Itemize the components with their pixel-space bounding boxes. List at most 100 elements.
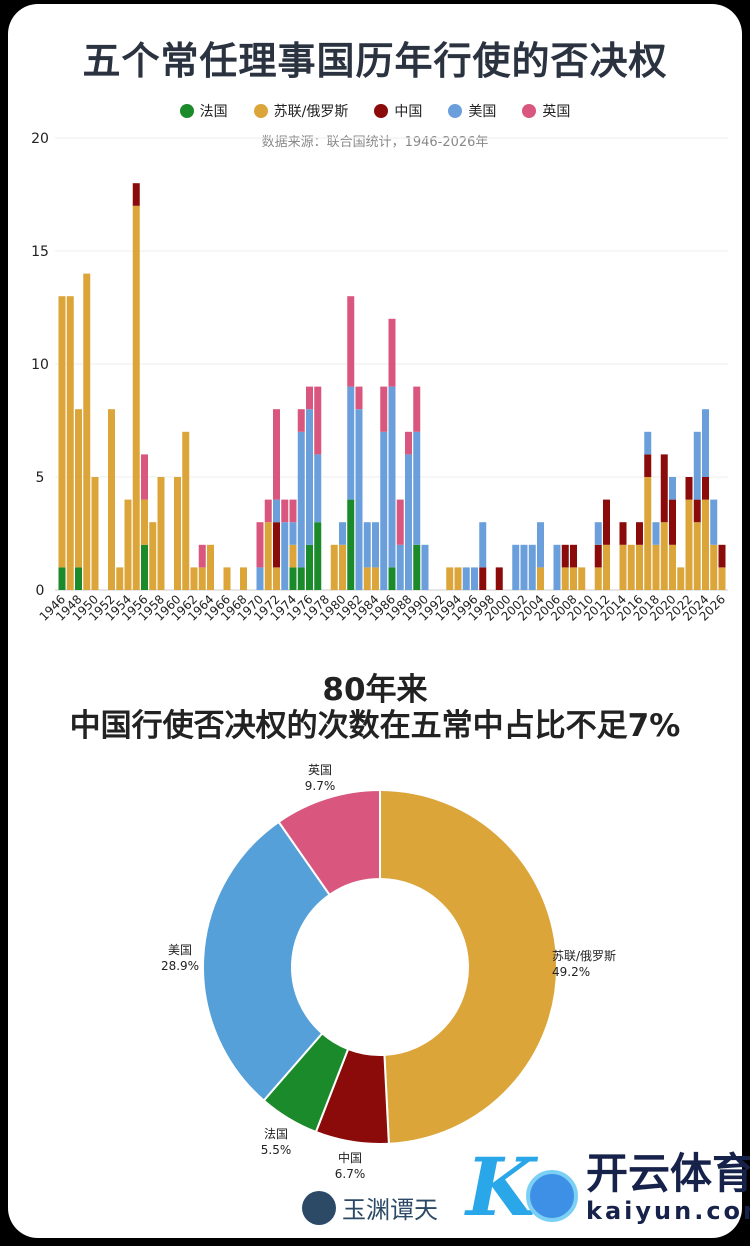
bar-segment-2014-China[interactable] (619, 522, 627, 545)
bar-segment-2002-USA[interactable] (520, 544, 528, 590)
bar-segment-1981-USA[interactable] (347, 386, 355, 500)
bar-segment-1982-USA[interactable] (355, 409, 363, 590)
bar-segment-1956-France[interactable] (141, 544, 148, 590)
bar-segment-1975-USA[interactable] (297, 431, 305, 568)
bar-segment-1952-USSR/Russia[interactable] (108, 409, 115, 590)
bar-segment-2024-China[interactable] (702, 477, 709, 500)
bar-segment-2015-USSR/Russia[interactable] (627, 544, 635, 590)
bar-segment-1989-USA[interactable] (413, 431, 421, 545)
bar-segment-2022-China[interactable] (685, 477, 693, 500)
bar-segment-1997-USA[interactable] (479, 522, 487, 568)
bar-segment-1971-USSR/Russia[interactable] (264, 522, 272, 590)
bar-segment-1971-UK[interactable] (264, 499, 272, 523)
bar-segment-2003-USA[interactable] (528, 544, 536, 590)
bar-segment-1976-USA[interactable] (306, 409, 313, 545)
bar-segment-1987-USA[interactable] (396, 544, 404, 590)
bar-segment-1980-USSR/Russia[interactable] (339, 544, 346, 590)
bar-segment-2018-USA[interactable] (652, 522, 660, 545)
bar-segment-1970-UK[interactable] (256, 522, 264, 568)
bar-segment-1970-USA[interactable] (256, 567, 264, 590)
bar-segment-1982-UK[interactable] (355, 386, 363, 410)
bar-segment-1955-USSR/Russia[interactable] (132, 205, 140, 591)
bar-segment-1977-USA[interactable] (314, 454, 322, 523)
bar-segment-1986-France[interactable] (388, 567, 396, 590)
bar-segment-1979-USSR/Russia[interactable] (330, 544, 338, 590)
bar-segment-2020-USA[interactable] (669, 477, 676, 500)
bar-segment-2018-USSR/Russia[interactable] (652, 544, 660, 590)
bar-segment-2019-China[interactable] (660, 454, 668, 523)
bar-segment-2004-USSR/Russia[interactable] (537, 567, 544, 590)
bar-segment-2024-USA[interactable] (702, 409, 709, 477)
bar-segment-2017-USA[interactable] (644, 431, 652, 455)
bar-segment-2008-USSR/Russia[interactable] (570, 567, 577, 590)
bar-segment-1973-USA[interactable] (281, 522, 289, 590)
bar-segment-2001-USA[interactable] (512, 544, 520, 590)
bar-segment-2023-China[interactable] (693, 499, 701, 523)
bar-segment-1988-UK[interactable] (405, 431, 412, 455)
bar-segment-2004-USA[interactable] (537, 522, 544, 568)
bar-segment-1949-USSR/Russia[interactable] (83, 273, 91, 590)
bar-segment-2026-China[interactable] (718, 544, 726, 568)
bar-segment-1993-USSR/Russia[interactable] (446, 567, 454, 590)
bar-segment-1980-USA[interactable] (339, 522, 346, 545)
bar-segment-2026-USSR/Russia[interactable] (718, 567, 726, 590)
bar-segment-2017-China[interactable] (644, 454, 652, 477)
bar-segment-1961-USSR/Russia[interactable] (182, 431, 190, 590)
bar-segment-1950-USSR/Russia[interactable] (91, 477, 99, 590)
bar-segment-1974-USSR/Russia[interactable] (289, 544, 297, 568)
bar-segment-1985-USA[interactable] (380, 431, 388, 590)
bar-segment-2011-China[interactable] (594, 544, 602, 568)
legend-item-uk[interactable]: 英国 (522, 101, 570, 121)
bar-segment-1958-USSR/Russia[interactable] (157, 477, 165, 590)
bar-segment-1974-France[interactable] (289, 567, 297, 590)
bar-segment-1956-UK[interactable] (141, 454, 148, 500)
bar-segment-1986-USA[interactable] (388, 386, 396, 568)
bar-segment-1984-USA[interactable] (372, 522, 379, 568)
bar-segment-1988-USA[interactable] (405, 454, 412, 590)
bar-segment-1987-UK[interactable] (396, 499, 404, 545)
bar-segment-2012-China[interactable] (603, 499, 610, 545)
bar-segment-2019-USSR/Russia[interactable] (660, 522, 668, 590)
bar-segment-2014-USSR/Russia[interactable] (619, 544, 627, 590)
bar-segment-1947-USSR/Russia[interactable] (66, 296, 74, 590)
bar-segment-1946-France[interactable] (58, 567, 66, 590)
bar-segment-2008-China[interactable] (570, 544, 577, 568)
bar-segment-1972-USA[interactable] (273, 499, 280, 523)
bar-segment-2017-USSR/Russia[interactable] (644, 477, 652, 590)
bar-segment-1963-USSR/Russia[interactable] (198, 567, 206, 590)
bar-segment-2007-China[interactable] (561, 544, 569, 568)
bar-segment-1976-France[interactable] (306, 544, 313, 590)
bar-segment-1994-USSR/Russia[interactable] (454, 567, 462, 590)
bar-segment-1989-UK[interactable] (413, 386, 421, 432)
bar-segment-2011-USA[interactable] (594, 522, 602, 545)
bar-segment-2022-USSR/Russia[interactable] (685, 499, 693, 590)
bar-segment-1946-USSR/Russia[interactable] (58, 296, 66, 568)
bar-segment-1977-UK[interactable] (314, 386, 322, 455)
bar-segment-1986-UK[interactable] (388, 318, 396, 387)
bar-segment-2024-USSR/Russia[interactable] (702, 499, 709, 590)
bar-segment-1960-USSR/Russia[interactable] (174, 477, 181, 590)
bar-segment-2023-USSR/Russia[interactable] (693, 522, 701, 590)
bar-segment-1963-UK[interactable] (198, 544, 206, 568)
bar-segment-1972-China[interactable] (273, 522, 280, 568)
bar-segment-2016-China[interactable] (636, 522, 643, 545)
legend-item-france[interactable]: 法国 (179, 101, 228, 121)
bar-segment-1972-UK[interactable] (273, 409, 280, 500)
bar-segment-1964-USSR/Russia[interactable] (207, 544, 214, 590)
bar-segment-1983-USA[interactable] (363, 522, 371, 568)
bar-segment-1966-USSR/Russia[interactable] (223, 567, 231, 590)
bar-segment-1948-USSR/Russia[interactable] (75, 409, 82, 568)
bar-segment-1955-China[interactable] (132, 183, 140, 206)
bar-segment-1996-USA[interactable] (471, 567, 478, 590)
bar-segment-2011-USSR/Russia[interactable] (594, 567, 602, 590)
bar-segment-2009-USSR/Russia[interactable] (578, 567, 586, 590)
bar-segment-1954-USSR/Russia[interactable] (124, 499, 132, 590)
bar-segment-2023-USA[interactable] (693, 431, 701, 500)
bar-segment-1976-UK[interactable] (306, 386, 313, 410)
bar-segment-1995-USA[interactable] (462, 567, 470, 590)
bar-segment-1956-USSR/Russia[interactable] (141, 499, 148, 545)
bar-segment-1981-France[interactable] (347, 499, 355, 590)
bar-segment-2025-USSR/Russia[interactable] (710, 544, 718, 590)
bar-segment-1948-France[interactable] (75, 567, 82, 590)
bar-segment-2025-USA[interactable] (710, 499, 718, 545)
